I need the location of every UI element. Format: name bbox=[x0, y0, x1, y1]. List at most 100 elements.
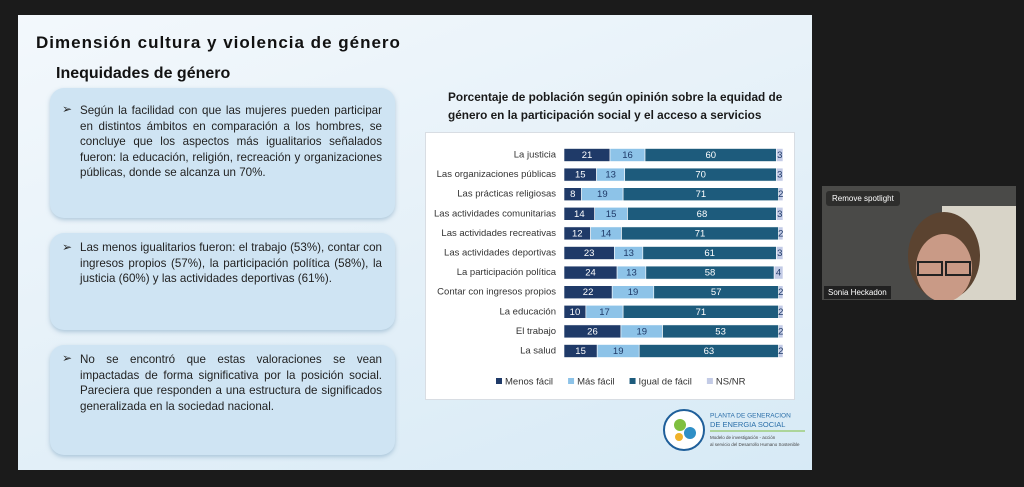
value-label: 16 bbox=[622, 150, 633, 161]
category-label: La educación bbox=[499, 306, 556, 317]
logo-tagline: al servicio del Desarrollo Humano Sosten… bbox=[710, 442, 800, 447]
bar-segment bbox=[778, 324, 784, 339]
slide-subtitle: Inequidades de género bbox=[56, 65, 231, 82]
bullet-text: Según la facilidad con que las mujeres p… bbox=[80, 104, 382, 180]
bullet-text: No se encontró que estas valoraciones se… bbox=[80, 353, 382, 413]
value-label: 21 bbox=[582, 150, 593, 161]
category-label: Las prácticas religiosas bbox=[457, 189, 556, 200]
legend-swatch bbox=[568, 378, 575, 384]
value-label: 17 bbox=[599, 307, 610, 318]
chart: La justicia 21 16 60 3 Las organizaciones púb… bbox=[434, 148, 784, 388]
value-label: 19 bbox=[613, 346, 624, 357]
bullet-box bbox=[50, 345, 395, 455]
chart-area: La justicia 21 16 60 3 Las organizaciones púb… bbox=[425, 132, 795, 400]
value-label: 13 bbox=[623, 248, 634, 259]
value-label: 4 bbox=[776, 268, 781, 279]
value-label: 61 bbox=[704, 248, 715, 259]
value-label: 2 bbox=[778, 228, 783, 239]
logo: PLANTA DE GENERACION DE ENERGIA SOCIAL M… bbox=[663, 409, 805, 451]
value-label: 3 bbox=[777, 209, 782, 220]
value-label: 68 bbox=[697, 209, 708, 220]
glasses bbox=[945, 261, 971, 276]
bullet-marker: ➢ bbox=[62, 351, 73, 365]
bar-segment bbox=[776, 167, 784, 182]
value-label: 60 bbox=[705, 150, 716, 161]
value-label: 10 bbox=[570, 307, 581, 318]
value-label: 2 bbox=[778, 307, 783, 318]
category-label: Las organizaciones públicas bbox=[437, 169, 557, 180]
category-label: Las actividades deportivas bbox=[444, 248, 556, 259]
face bbox=[916, 234, 972, 300]
logo-circle bbox=[663, 409, 705, 451]
bullet-text: Las menos igualitarios fueron: el trabaj… bbox=[80, 241, 382, 286]
value-label: 71 bbox=[695, 228, 706, 239]
logo-tagline: Modelo de investigación - acción bbox=[710, 435, 776, 440]
value-label: 2 bbox=[778, 326, 783, 337]
value-label: 12 bbox=[572, 228, 583, 239]
value-label: 58 bbox=[705, 268, 716, 279]
bar-segment bbox=[778, 305, 784, 319]
category-label: Contar con ingresos propios bbox=[437, 287, 556, 298]
legend-label: Igual de fácil bbox=[639, 377, 692, 388]
value-label: 3 bbox=[777, 150, 782, 161]
bar-segment bbox=[778, 187, 784, 202]
value-label: 71 bbox=[696, 189, 707, 200]
bullet-box bbox=[50, 88, 395, 218]
logo-text: DE ENERGIA SOCIAL bbox=[710, 420, 785, 429]
participant-video bbox=[822, 186, 1016, 300]
category-label: La salud bbox=[520, 346, 556, 357]
value-label: 22 bbox=[583, 287, 594, 298]
value-label: 26 bbox=[587, 326, 598, 337]
legend-swatch bbox=[629, 378, 636, 384]
value-label: 23 bbox=[584, 248, 595, 259]
legend-label: Menos fácil bbox=[505, 377, 553, 388]
value-label: 15 bbox=[575, 170, 586, 181]
category-label: Las actividades comunitarias bbox=[434, 208, 556, 219]
value-label: 13 bbox=[605, 170, 616, 181]
value-label: 15 bbox=[606, 209, 617, 220]
logo-leaf bbox=[684, 427, 696, 439]
legend-swatch bbox=[496, 378, 502, 384]
category-label: El trabajo bbox=[516, 326, 556, 337]
value-label: 14 bbox=[601, 228, 612, 239]
value-label: 19 bbox=[597, 189, 608, 200]
value-label: 2 bbox=[778, 189, 783, 200]
slide-title: Dimensión cultura y violencia de género bbox=[36, 33, 401, 52]
value-label: 70 bbox=[695, 170, 706, 181]
value-label: 13 bbox=[626, 268, 637, 279]
participant-name: Sonia Heckadon bbox=[824, 286, 891, 299]
value-label: 14 bbox=[574, 209, 585, 220]
bar-segment bbox=[778, 344, 784, 358]
legend-label: NS/NR bbox=[716, 377, 746, 388]
bar-segment bbox=[776, 148, 784, 162]
value-label: 19 bbox=[636, 326, 647, 337]
logo-leaf bbox=[674, 419, 686, 431]
bullet-marker: ➢ bbox=[62, 102, 73, 116]
value-label: 53 bbox=[715, 326, 726, 337]
value-label: 71 bbox=[696, 307, 707, 318]
video-tile: Remove spotlight Sonia Heckadon bbox=[822, 186, 1016, 300]
legend-label: Más fácil bbox=[577, 377, 614, 388]
bar-segment bbox=[773, 265, 784, 280]
bullet-marker: ➢ bbox=[62, 240, 73, 254]
value-label: 57 bbox=[711, 287, 722, 298]
value-label: 19 bbox=[628, 287, 639, 298]
remove-spotlight-button[interactable]: Remove spotlight bbox=[826, 191, 900, 206]
glasses bbox=[917, 261, 943, 276]
value-label: 15 bbox=[575, 346, 586, 357]
chart-title: Porcentaje de población según opinión so… bbox=[448, 90, 783, 122]
value-label: 2 bbox=[778, 346, 783, 357]
logo-text: PLANTA DE GENERACION bbox=[710, 413, 791, 420]
category-label: Las actividades recreativas bbox=[441, 228, 556, 239]
legend-swatch bbox=[706, 378, 713, 384]
category-label: La justicia bbox=[514, 150, 557, 161]
bullet-box bbox=[50, 233, 395, 330]
bar-segment bbox=[778, 226, 784, 241]
value-label: 2 bbox=[778, 287, 783, 298]
bar-segment bbox=[776, 207, 784, 221]
value-label: 24 bbox=[585, 268, 596, 279]
value-label: 8 bbox=[570, 189, 575, 200]
value-label: 3 bbox=[777, 170, 782, 181]
category-label: La participación política bbox=[457, 267, 557, 278]
